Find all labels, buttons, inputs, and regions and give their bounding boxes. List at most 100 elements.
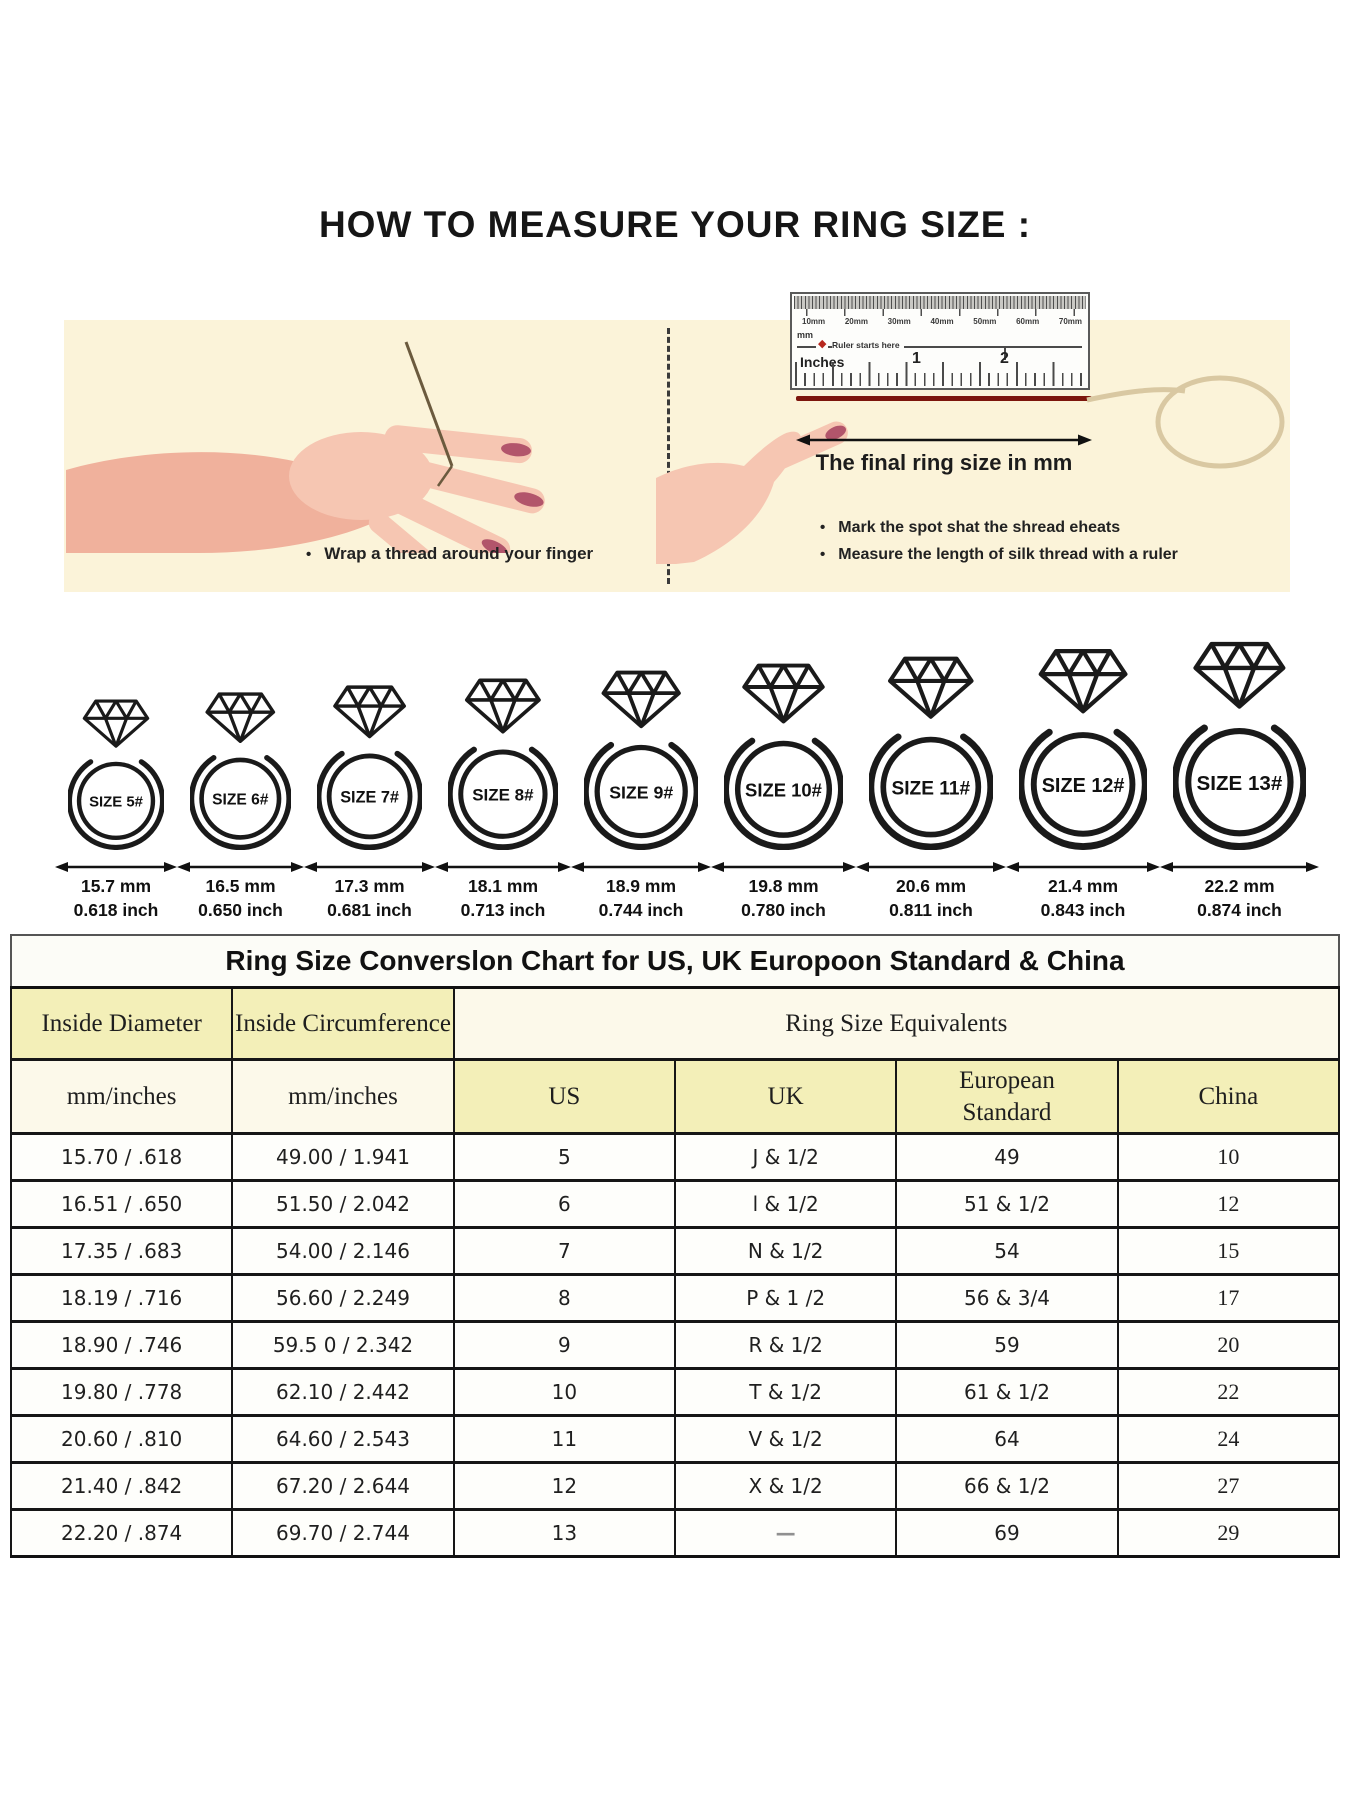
table-cell: 49 [895,1132,1119,1182]
panel-measure-ruler: 10mm 20mm 30mm 40mm 50mm 60mm 70mm mm ◆ Ruler … [656,292,1290,592]
table-cell: 66 & 1/2 [895,1461,1119,1511]
measure-bullets: • Mark the spot shat the shread eheats • Me… [820,514,1178,568]
ring-diagram-icon: SIZE 9# [583,670,699,850]
table-cell: 9 [452,1320,676,1370]
ruler-mm-unit: mm [797,330,814,340]
table-row: 19.80 / .778 62.10 / 2.442 10 T & 1/2 61 & 1… [9,1367,1341,1417]
table-row: 15.70 / .618 49.00 / 1.941 5 J & 1/2 49 10 [9,1132,1341,1182]
svg-text:SIZE 6#: SIZE 6# [212,792,269,809]
diameter-arrow-icon [177,862,304,872]
ring-diameter-inch: 0.681 inch [327,900,412,920]
svg-text:SIZE 10#: SIZE 10# [745,779,822,800]
ruler-mm-tick-band [794,296,1086,309]
ring-diagram-icon: SIZE 13# [1173,641,1306,850]
instruction-text: Mark the spot shat the shread eheats [838,519,1121,536]
pointing-hand-illustration [656,421,848,564]
ruler-mm-label: 70mm [1058,317,1082,326]
diameter-arrow-icon [711,862,856,872]
ruler-mm-label: 10mm [802,317,826,326]
instruction-text: Measure the length of silk thread with a… [838,546,1178,563]
table-cell: 12 [452,1461,676,1511]
table-cell: 24 [1116,1414,1341,1464]
table-cell: — [673,1508,898,1558]
ruler-inch-ticks [795,360,1085,386]
table-cell: N & 1/2 [673,1226,898,1276]
table-cell: 59.5 0 / 2.342 [231,1320,455,1370]
ring-diagram-icon: SIZE 10# [724,663,843,850]
inch-number: 1 [912,350,921,367]
ring-diameter-inch: 0.811 inch [889,900,973,920]
ring-diameter-mm: 20.6 mm [895,876,967,896]
table-cell: 11 [452,1414,676,1464]
instruction-text: Wrap a thread around your finger [324,544,594,563]
ring-size-item: SIZE 8# 18.1 mm 0.713 inch [435,677,571,921]
header-ring-size-equivalents: Ring Size Equivalents [452,986,1341,1061]
table-cell: 51.50 / 2.042 [231,1179,455,1229]
table-cell: 8 [452,1273,676,1323]
table-cell: 20 [1116,1320,1341,1370]
diameter-arrow-icon [1160,862,1319,872]
table-cell: 10 [1116,1132,1341,1182]
thread-line [796,396,1092,401]
ring-size-item: SIZE 9# 18.9 mm 0.744 inch [571,669,711,921]
table-cell: l & 1/2 [673,1179,898,1229]
ring-diagram-icon: SIZE 11# [869,656,993,850]
wrap-thread-bullet: • Wrap a thread around your finger [306,544,593,564]
table-title: Ring Size Converslon Chart for US, UK Eu… [10,934,1340,986]
ruler-illustration: 10mm 20mm 30mm 40mm 50mm 60mm 70mm mm ◆ Ruler … [790,292,1090,390]
ring-diameter-mm: 15.7 mm [80,876,152,896]
ring-diagram-icon: SIZE 5# [68,699,164,850]
table-cell: 62.10 / 2.442 [231,1367,455,1417]
table-cell: 61 & 1/2 [895,1367,1119,1417]
table-cell: 49.00 / 1.941 [231,1132,455,1182]
table-cell: 56 & 3/4 [895,1273,1119,1323]
dashed-divider [667,328,670,584]
ring-size-item: SIZE 6# 16.5 mm 0.650 inch [177,691,304,921]
svg-text:SIZE 9#: SIZE 9# [609,782,673,802]
diameter-arrow-icon [1006,862,1160,872]
table-header: Inside Diameter Inside Circumference Rin… [9,986,1341,1135]
svg-text:SIZE 5#: SIZE 5# [89,795,143,811]
table-cell: J & 1/2 [673,1132,898,1182]
instruction-panels: • Wrap a thread around your finger 10mm 2… [64,292,1290,592]
bullet-icon: • [306,546,312,563]
header-inside-diameter: Inside Diameter [9,986,234,1061]
table-cell: 7 [452,1226,676,1276]
ruler-mm-label: 50mm [973,317,997,326]
svg-text:SIZE 13#: SIZE 13# [1197,772,1283,795]
table-cell: 15.70 / .618 [9,1132,234,1182]
svg-text:SIZE 11#: SIZE 11# [892,778,971,799]
bullet-icon: • [820,519,826,536]
ruler-inch2-tick [1004,347,1006,360]
table-row: 17.35 / .683 54.00 / 2.146 7 N & 1/2 54 15 [9,1226,1341,1276]
ring-size-item: SIZE 10# 19.8 mm 0.780 inch [711,662,856,921]
table-cell: 69.70 / 2.744 [231,1508,455,1558]
ruler-mm-label: 20mm [844,317,868,326]
table-cell: 19.80 / .778 [9,1367,234,1417]
table-cell: 59 [895,1320,1119,1370]
ring-diameter-inch: 0.618 inch [73,900,159,920]
table-cell: X & 1/2 [673,1461,898,1511]
rings-row: SIZE 5# 15.7 mm 0.618 inch SIZE 6# 16.5 mm 0.… [55,640,1319,921]
table-row: 18.90 / .746 59.5 0 / 2.342 9 R & 1/2 59 20 [9,1320,1341,1370]
ring-diameter-mm: 21.4 mm [1047,876,1119,896]
table-row: 21.40 / .842 67.20 / 2.644 12 X & 1/2 66 & 1… [9,1461,1341,1511]
ring-diameter-inch: 0.843 inch [1040,900,1126,920]
table-cell: 12 [1116,1179,1341,1229]
table-cell: R & 1/2 [673,1320,898,1370]
ring-diameter-inch: 0.744 inch [598,900,684,920]
table-row: 18.19 / .716 56.60 / 2.249 8 P & 1 /2 56 & 3… [9,1273,1341,1323]
table-cell: 27 [1116,1461,1341,1511]
subheader-mm-inches-diameter: mm/inches [9,1058,234,1135]
ruler-start-note: Ruler starts here [832,340,904,350]
instruction-bullet: • Measure the length of silk thread with … [820,541,1178,568]
svg-text:SIZE 12#: SIZE 12# [1042,775,1125,797]
table-cell: 5 [452,1132,676,1182]
ring-size-item: SIZE 12# 21.4 mm 0.843 inch [1006,647,1160,921]
instruction-bullet: • Mark the spot shat the shread eheats [820,514,1178,541]
ruler-start-line [797,346,1082,348]
table-cell: 20.60 / .810 [9,1414,234,1464]
ring-diagram-icon: SIZE 12# [1018,648,1148,850]
table-cell: 17.35 / .683 [9,1226,234,1276]
